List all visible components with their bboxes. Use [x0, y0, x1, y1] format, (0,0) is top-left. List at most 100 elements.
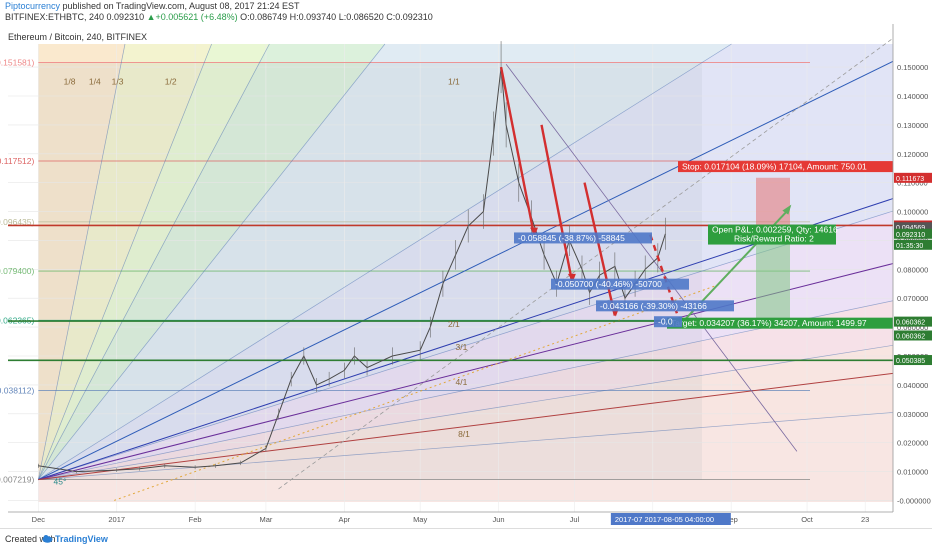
y-tick-label: 0.070000: [897, 294, 928, 303]
trendline: [38, 198, 894, 481]
y-tick-label: 0.150000: [897, 63, 928, 72]
tradingview-brand[interactable]: TradingView: [55, 534, 108, 544]
price-badge-bg: [894, 172, 932, 183]
cursor-date-bg: [610, 513, 731, 525]
stop-label: Stop: 0.017104 (18.09%) 17104, Amount: 7…: [682, 162, 867, 172]
price-badge-bg: [894, 355, 932, 366]
x-tick-label: Jul: [570, 515, 580, 524]
y-tick-label: 0.080000: [897, 265, 928, 274]
gann-fan-ray: [38, 210, 894, 480]
support-dotted-line: [114, 283, 722, 501]
y-tick-label: 0.040000: [897, 381, 928, 390]
target-label: Target: 0.034207 (36.17%) 34207, Amount:…: [671, 318, 867, 328]
price-badge-bg: [894, 316, 932, 327]
y-axis-background: [893, 24, 932, 528]
x-tick-label: 2017: [108, 515, 125, 524]
fib-level-label: 0.382(0.096435): [0, 217, 35, 227]
gann-fan-ray: [38, 412, 894, 480]
footer-bar: Created with TradingView: [0, 528, 932, 550]
labels-layer: 1/8 1/4 1/3 1/2 1/1 2/1 3/1 4/1 8/1 45° Stop: 0.01…: [54, 76, 920, 487]
gann-label: 1/3: [112, 76, 124, 86]
gann-label: 1/2: [165, 76, 177, 86]
stop-zone: [756, 177, 790, 226]
trendline: [38, 372, 894, 481]
open-pnl-label: Open P&L: 0.002259, Qty: 14616: [712, 225, 838, 235]
measure-label: -0.058845 (-38.87%) -58845: [518, 233, 625, 243]
red-arrow: [499, 66, 536, 235]
axis-layer: 0.150000 0.140000 0.130000 0.120000 0.110000…: [8, 24, 932, 528]
fib-level-label: 0.236(0.117512): [0, 156, 35, 166]
measure-label: -0.0: [658, 317, 673, 327]
x-tick-label: Feb: [189, 515, 202, 524]
symbol-label: BITFINEX:ETHBTC, 240: [5, 12, 105, 22]
red-arrow: [583, 182, 617, 316]
gann-label: 8/1: [458, 429, 470, 439]
price-badge: 0.050385: [896, 358, 925, 365]
measure-label: -0.050700 (-40.46%) -50700: [555, 279, 662, 289]
gann-fan-ray: [38, 43, 732, 480]
downtrend-line: [505, 63, 798, 452]
y-tick-label: -0.000000: [897, 496, 931, 505]
price-change: ▲+0.005621 (+6.48%): [146, 12, 238, 22]
publisher-name[interactable]: Piptocurrency: [5, 1, 61, 11]
gann-label: 1/4: [89, 76, 101, 86]
target-label-bg: [667, 317, 920, 329]
measure-label-bg: [514, 232, 652, 244]
gann-label: 45°: [54, 477, 67, 487]
price-badge-bg: [894, 330, 932, 341]
trendline: [38, 263, 894, 481]
y-tick-label: 0.110000: [897, 179, 928, 188]
publish-text: published on TradingView.com, August 08,…: [60, 1, 300, 11]
measure-label: -0.043166 (-39.30%) -43166: [600, 301, 707, 311]
x-tick-label: Apr: [338, 515, 350, 524]
measure-label-bg: [551, 278, 689, 290]
last-price: 0.092310: [106, 12, 145, 22]
publish-line: Piptocurrency published on TradingView.c…: [5, 1, 300, 11]
x-tick-label: Mar: [259, 515, 272, 524]
price-badge: 0.060362: [896, 320, 925, 327]
chart-area[interactable]: 0(0.151581) 0.236(0.117512) 0.382(0.096435…: [0, 24, 932, 528]
gann-label: 2/1: [448, 319, 460, 329]
symbol-line: BITFINEX:ETHBTC, 240 0.092310 ▲+0.005621…: [5, 12, 433, 22]
trendline: [38, 60, 894, 481]
measure-label-bg: [596, 300, 734, 312]
gann-label: 1/1: [448, 76, 460, 86]
red-arrow: [540, 124, 574, 282]
gann-fan-layer: [37, 37, 894, 501]
ohlc-values: O:0.086749 H:0.093740 L:0.086520 C:0.092…: [240, 12, 433, 22]
gann-label: 1/8: [64, 76, 76, 86]
measure-label-bg: [654, 316, 682, 328]
x-tick-label: Jun: [492, 515, 504, 524]
gann-fan-ray: [38, 300, 894, 480]
fib-level-label: 0.786(0.038112): [0, 385, 35, 395]
x-tick-label: Oct: [801, 515, 814, 524]
gann-label: 3/1: [456, 342, 468, 352]
x-tick-label: May: [413, 515, 427, 524]
gann-fan-ray: [38, 43, 270, 480]
x-tick-label: Sep: [724, 515, 737, 524]
fib-level-label: 0(0.151581): [0, 58, 35, 68]
dashed-trendline: [278, 37, 894, 490]
price-badge-bg: [894, 228, 932, 239]
y-tick-label: 0.030000: [897, 410, 928, 419]
fib-level-label: 0.5(0.079400): [0, 266, 35, 276]
x-tick-label: Dec: [32, 515, 46, 524]
green-arrow-head: [782, 204, 792, 215]
gann-fan-ray: [38, 43, 386, 480]
cursor-date-label: 2017-07 2017-08-05 04:00:00: [615, 515, 714, 524]
price-badge-bg: [894, 239, 932, 250]
price-badge: 0.060362: [896, 333, 925, 340]
fib-level-label: 1(0.007219): [0, 475, 35, 485]
gann-label: 4/1: [456, 377, 468, 387]
created-with-text: Created with: [5, 534, 56, 544]
y-tick-label: 0.130000: [897, 121, 928, 130]
red-arrow-head: [529, 227, 538, 236]
risk-reward-label: Risk/Reward Ratio: 2: [734, 234, 814, 244]
stop-label-bg: [678, 161, 916, 173]
gann-fan-zone: [38, 44, 894, 480]
price-badge: 0.094569: [896, 225, 925, 232]
gann-fan-ray: [38, 43, 212, 480]
x-tick-label: 23: [861, 515, 869, 524]
price-badge: 01:35:30: [896, 243, 923, 250]
